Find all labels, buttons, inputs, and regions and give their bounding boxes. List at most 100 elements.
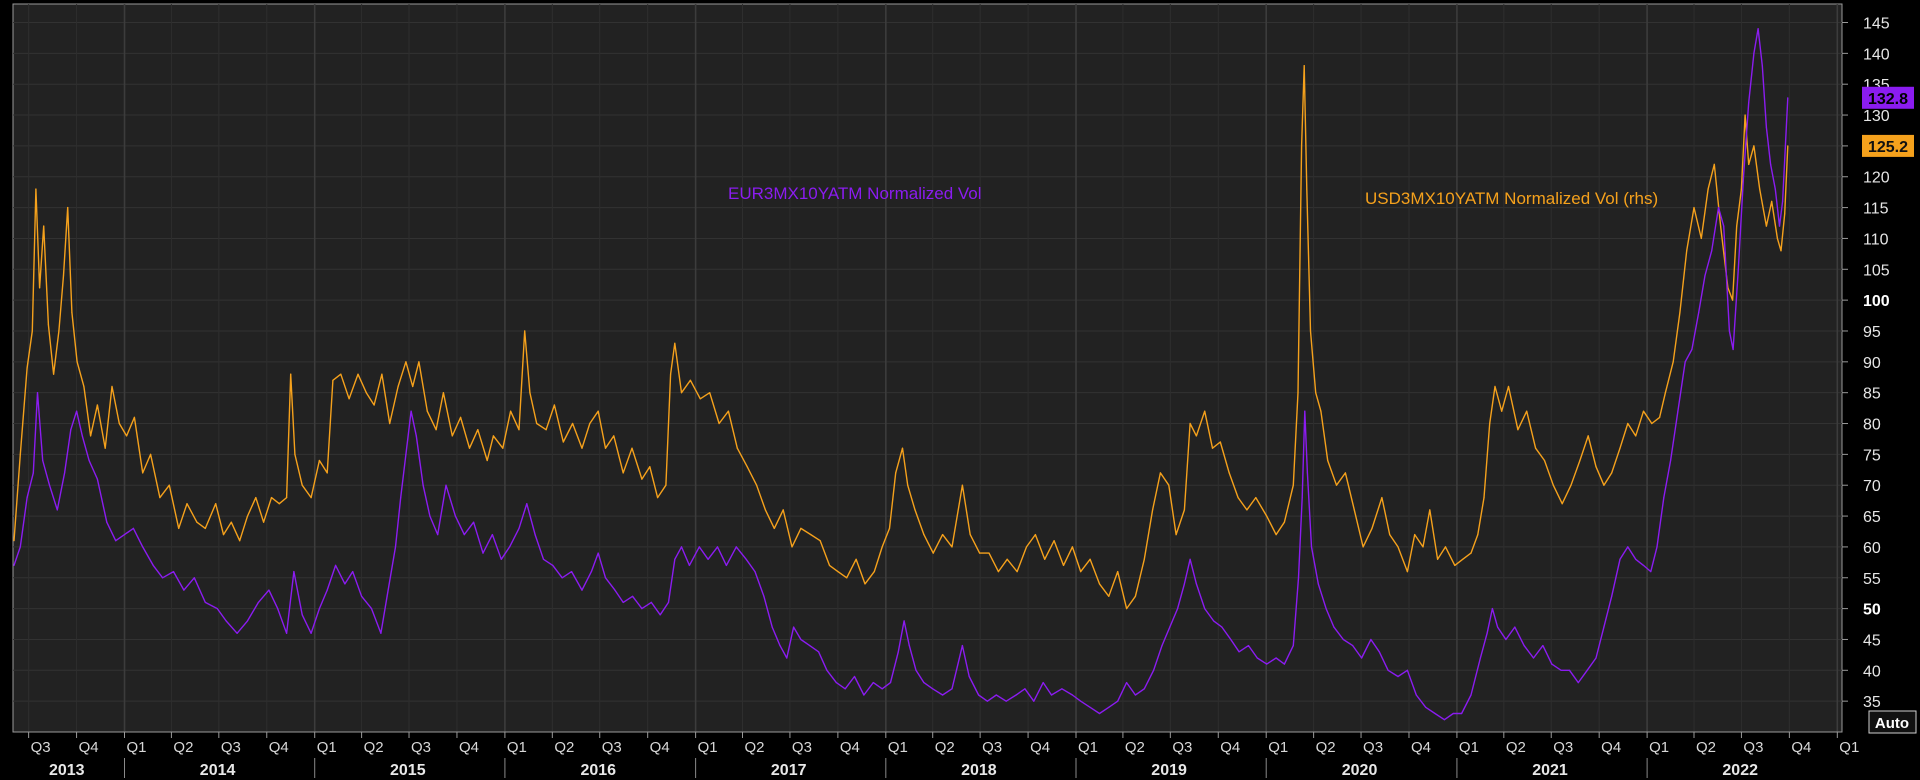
series-point — [118, 422, 120, 425]
series-point — [1434, 712, 1436, 715]
series-point — [1784, 213, 1786, 215]
series-point — [969, 534, 971, 536]
series-point — [318, 608, 320, 610]
series-point — [650, 601, 652, 604]
series-point — [1266, 515, 1268, 517]
series-point — [159, 497, 161, 499]
series-point — [942, 534, 944, 536]
series-point — [326, 589, 328, 591]
x-quarter-label: Q2 — [745, 739, 765, 756]
series-point — [422, 484, 424, 486]
usd-last-value-text: 125.2 — [1868, 139, 1908, 156]
series-point — [524, 330, 526, 332]
series-point — [1033, 700, 1035, 702]
series-point — [997, 571, 1000, 573]
series-point — [819, 540, 821, 542]
x-quarter-label: Q4 — [1411, 739, 1431, 756]
series-point — [1397, 546, 1399, 548]
series-point — [553, 404, 556, 406]
series-point — [1753, 145, 1755, 147]
series-point — [903, 620, 905, 622]
series-point — [951, 688, 953, 690]
series-point — [1603, 626, 1605, 628]
series-point — [771, 626, 773, 628]
x-quarter-label: Q4 — [79, 739, 99, 756]
series-point — [995, 694, 997, 696]
series-point — [56, 509, 58, 511]
series-point — [665, 484, 667, 486]
series-point — [846, 577, 848, 579]
series-point — [727, 410, 730, 412]
series-point — [19, 453, 21, 455]
series-point — [1782, 200, 1784, 202]
series-point — [1134, 595, 1136, 597]
last-value-badges: 125.2 132.8 — [1862, 86, 1914, 157]
x-year-label: 2022 — [1722, 762, 1758, 779]
series-point — [1342, 638, 1344, 641]
x-quarter-label: Q2 — [1125, 739, 1145, 756]
series-point — [1381, 497, 1383, 499]
series-point — [978, 694, 980, 696]
series-point — [1717, 207, 1720, 209]
auto-scale-button-frame[interactable] — [1868, 710, 1917, 734]
series-point — [1774, 188, 1776, 190]
series-point — [667, 601, 670, 604]
series-point — [1315, 392, 1317, 394]
series-point — [979, 552, 981, 554]
series-point — [897, 651, 899, 653]
series-point — [486, 459, 488, 462]
series-point — [58, 330, 60, 332]
series-point — [1753, 52, 1755, 55]
series-point — [1325, 608, 1327, 610]
series-point — [389, 422, 391, 425]
auto-scale-button[interactable]: Auto — [1868, 710, 1917, 734]
series-point — [1152, 509, 1154, 511]
series-point — [1195, 583, 1197, 585]
series-point — [222, 534, 225, 536]
series-point — [932, 552, 934, 554]
series-point — [1080, 700, 1082, 702]
series-point — [1256, 657, 1258, 659]
series-point — [1713, 163, 1715, 165]
series-point — [19, 546, 21, 548]
series-point — [915, 669, 917, 671]
series-point — [908, 645, 910, 647]
gridlines — [13, 4, 1842, 732]
series-point — [923, 534, 925, 536]
series-point — [932, 688, 934, 690]
series-point — [1219, 441, 1221, 443]
series-point — [1560, 669, 1562, 671]
series-point — [641, 478, 643, 480]
series-point — [1414, 534, 1416, 536]
series-point — [837, 571, 839, 573]
series-point — [1595, 657, 1597, 659]
series-point — [649, 466, 651, 468]
x-quarter-label: Q1 — [1268, 739, 1288, 756]
series-point — [1677, 410, 1679, 412]
series-point — [1505, 638, 1507, 641]
series-point — [1044, 558, 1046, 560]
series-point — [1611, 472, 1613, 474]
series-point — [1619, 447, 1621, 449]
series-point — [779, 645, 781, 647]
usd-last-value-badge — [1862, 134, 1914, 157]
series-point — [1635, 558, 1637, 560]
auto-scale-button-label[interactable]: Auto — [1875, 715, 1909, 732]
series-point — [357, 373, 359, 375]
series-point — [42, 459, 44, 462]
y-tick-label: 40 — [1863, 663, 1881, 680]
series-point — [1089, 706, 1091, 708]
y-tick-label: 110 — [1863, 231, 1889, 248]
series-point — [716, 546, 719, 548]
eur-last-value-badge — [1862, 86, 1914, 109]
series-point — [1491, 608, 1493, 610]
series-point — [1672, 361, 1674, 363]
series-point — [268, 589, 270, 591]
series-point — [881, 546, 883, 548]
x-quarter-label: Q3 — [1553, 739, 1573, 756]
series-point — [855, 558, 857, 560]
series-point — [604, 447, 607, 449]
series-point — [1776, 237, 1778, 239]
series-point — [1387, 669, 1389, 671]
plot-area — [12, 3, 1843, 733]
